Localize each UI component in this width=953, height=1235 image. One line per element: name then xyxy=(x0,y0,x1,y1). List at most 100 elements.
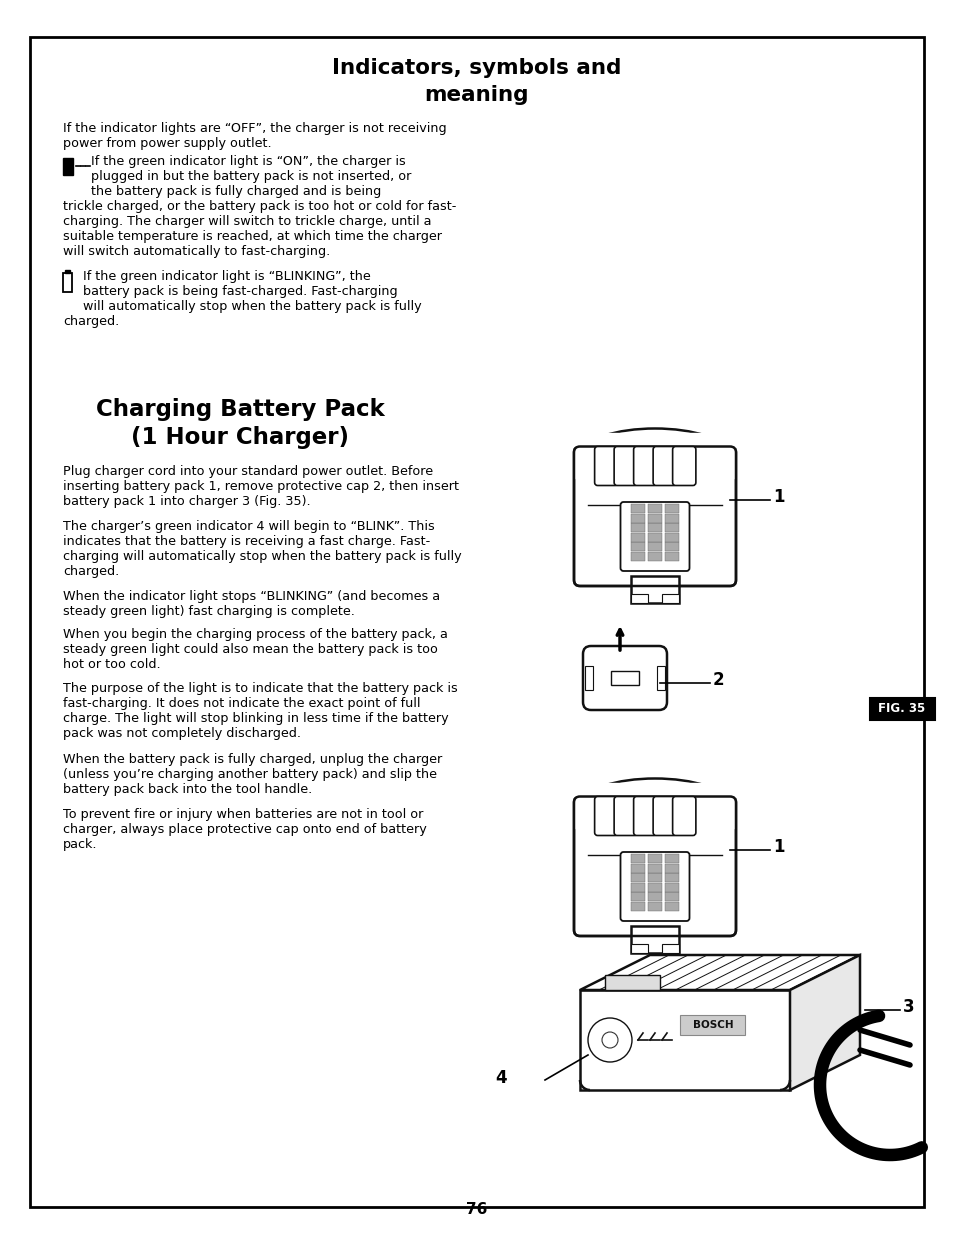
Bar xyxy=(630,892,644,902)
Text: charge. The light will stop blinking in less time if the battery: charge. The light will stop blinking in … xyxy=(63,713,448,725)
Bar xyxy=(630,883,644,892)
Text: If the green indicator light is “BLINKING”, the: If the green indicator light is “BLINKIN… xyxy=(83,270,371,283)
Bar xyxy=(584,666,593,690)
Bar xyxy=(575,433,734,478)
Bar xyxy=(575,783,734,827)
FancyBboxPatch shape xyxy=(653,797,676,836)
Text: charged.: charged. xyxy=(63,564,119,578)
Text: If the indicator lights are “OFF”, the charger is not receiving: If the indicator lights are “OFF”, the c… xyxy=(63,122,446,135)
Bar xyxy=(630,863,644,873)
FancyBboxPatch shape xyxy=(619,852,689,921)
Text: Charging Battery Pack: Charging Battery Pack xyxy=(95,398,384,421)
Text: trickle charged, or the battery pack is too hot or cold for fast-: trickle charged, or the battery pack is … xyxy=(63,200,456,212)
FancyBboxPatch shape xyxy=(614,797,637,836)
Bar xyxy=(647,552,661,561)
Bar xyxy=(647,542,661,551)
Circle shape xyxy=(587,1018,631,1062)
Bar xyxy=(647,873,661,882)
Text: 2: 2 xyxy=(712,671,724,689)
FancyBboxPatch shape xyxy=(672,797,695,836)
Bar xyxy=(664,892,679,902)
Bar xyxy=(664,524,679,532)
Bar xyxy=(679,1015,744,1035)
Bar xyxy=(630,552,644,561)
Bar xyxy=(664,863,679,873)
Bar xyxy=(630,902,644,910)
Ellipse shape xyxy=(583,778,725,826)
FancyBboxPatch shape xyxy=(614,447,637,485)
Text: charging will automatically stop when the battery pack is fully: charging will automatically stop when th… xyxy=(63,550,461,563)
Bar xyxy=(647,855,661,863)
Text: pack.: pack. xyxy=(63,839,97,851)
Text: 76: 76 xyxy=(466,1202,487,1216)
Text: When you begin the charging process of the battery pack, a: When you begin the charging process of t… xyxy=(63,629,447,641)
Bar xyxy=(647,504,661,514)
FancyBboxPatch shape xyxy=(633,797,657,836)
Bar xyxy=(657,666,664,690)
Text: suitable temperature is reached, at which time the charger: suitable temperature is reached, at whic… xyxy=(63,230,441,243)
Text: charged.: charged. xyxy=(63,315,119,329)
Bar xyxy=(647,883,661,892)
Bar xyxy=(630,944,647,953)
Bar xyxy=(647,524,661,532)
Text: the battery pack is fully charged and is being: the battery pack is fully charged and is… xyxy=(91,185,381,198)
Text: 1: 1 xyxy=(772,488,783,506)
FancyBboxPatch shape xyxy=(574,797,735,936)
Text: FIG. 35: FIG. 35 xyxy=(878,703,924,715)
Text: battery pack is being fast-charged. Fast-charging: battery pack is being fast-charged. Fast… xyxy=(83,285,397,298)
Text: steady green light could also mean the battery pack is too: steady green light could also mean the b… xyxy=(63,643,437,656)
Bar xyxy=(869,698,934,720)
Bar xyxy=(664,902,679,910)
Text: (unless you’re charging another battery pack) and slip the: (unless you’re charging another battery … xyxy=(63,768,436,781)
Bar xyxy=(630,873,644,882)
FancyBboxPatch shape xyxy=(582,646,666,710)
Bar xyxy=(664,855,679,863)
Text: pack was not completely discharged.: pack was not completely discharged. xyxy=(63,727,301,740)
Bar xyxy=(630,524,644,532)
Text: The charger’s green indicator 4 will begin to “BLINK”. This: The charger’s green indicator 4 will beg… xyxy=(63,520,435,534)
Text: will switch automatically to fast-charging.: will switch automatically to fast-chargi… xyxy=(63,245,330,258)
Bar xyxy=(664,542,679,551)
Polygon shape xyxy=(579,955,859,990)
Text: plugged in but the battery pack is not inserted, or: plugged in but the battery pack is not i… xyxy=(91,170,411,183)
Text: (1 Hour Charger): (1 Hour Charger) xyxy=(131,426,349,450)
FancyBboxPatch shape xyxy=(633,447,657,485)
Text: will automatically stop when the battery pack is fully: will automatically stop when the battery… xyxy=(83,300,421,312)
Bar xyxy=(65,270,70,273)
Text: 1: 1 xyxy=(772,839,783,856)
Bar xyxy=(63,273,71,291)
Bar xyxy=(630,514,644,522)
Text: hot or too cold.: hot or too cold. xyxy=(63,658,160,671)
Bar xyxy=(664,532,679,542)
Bar xyxy=(664,873,679,882)
Ellipse shape xyxy=(583,429,725,477)
Bar xyxy=(611,671,638,685)
Polygon shape xyxy=(789,955,859,1091)
Bar xyxy=(647,892,661,902)
Text: When the indicator light stops “BLINKING” (and becomes a: When the indicator light stops “BLINKING… xyxy=(63,590,439,603)
Text: BOSCH: BOSCH xyxy=(692,1020,733,1030)
Bar xyxy=(630,542,644,551)
Text: battery pack back into the tool handle.: battery pack back into the tool handle. xyxy=(63,783,312,797)
Bar xyxy=(630,532,644,542)
Bar xyxy=(664,552,679,561)
Text: The purpose of the light is to indicate that the battery pack is: The purpose of the light is to indicate … xyxy=(63,682,457,695)
Bar xyxy=(664,883,679,892)
Bar xyxy=(630,594,647,603)
FancyBboxPatch shape xyxy=(672,447,695,485)
Text: inserting battery pack 1, remove protective cap 2, then insert: inserting battery pack 1, remove protect… xyxy=(63,480,458,493)
Bar xyxy=(661,594,679,603)
Bar xyxy=(579,990,789,1091)
Text: Plug charger cord into your standard power outlet. Before: Plug charger cord into your standard pow… xyxy=(63,466,433,478)
Bar xyxy=(647,514,661,522)
Bar xyxy=(664,514,679,522)
Bar xyxy=(604,974,659,990)
Bar xyxy=(630,855,644,863)
Bar xyxy=(647,902,661,910)
Text: If the green indicator light is “ON”, the charger is: If the green indicator light is “ON”, th… xyxy=(91,156,405,168)
Text: indicates that the battery is receiving a fast charge. Fast-: indicates that the battery is receiving … xyxy=(63,535,430,548)
Text: charger, always place protective cap onto end of battery: charger, always place protective cap ont… xyxy=(63,823,426,836)
Text: To prevent fire or injury when batteries are not in tool or: To prevent fire or injury when batteries… xyxy=(63,808,423,821)
Bar xyxy=(630,504,644,514)
Text: 4: 4 xyxy=(495,1070,506,1087)
